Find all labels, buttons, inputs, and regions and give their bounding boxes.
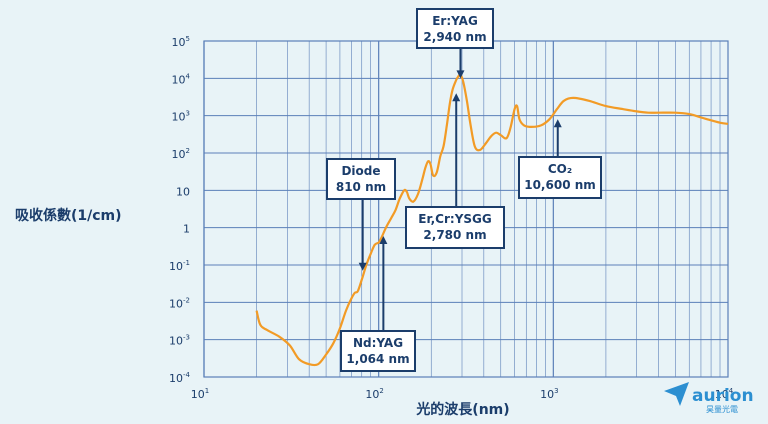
annotation-line2: 1,064 nm bbox=[346, 352, 409, 366]
chart-annotations: Er:YAG 2,940 nm Diode 810 nm Nd:YAG 1,064 nm E… bbox=[326, 8, 602, 372]
annotation-box: Diode 810 nm bbox=[326, 158, 396, 271]
y-tick-label: 10-3 bbox=[169, 334, 190, 348]
annotation-line1: Nd:YAG bbox=[353, 336, 403, 350]
x-tick-label: 103 bbox=[540, 387, 558, 401]
annotation-arrow-head bbox=[379, 235, 388, 244]
y-tick-label: 1 bbox=[183, 223, 190, 236]
annotation-rect bbox=[416, 8, 494, 49]
annotation-arrow-head bbox=[452, 93, 461, 102]
annotation-rect bbox=[518, 156, 602, 199]
annotation-line2: 2,780 nm bbox=[423, 228, 486, 242]
y-tick-label: 10 bbox=[176, 185, 190, 198]
logo-subtitle: 昊量光電 bbox=[706, 404, 738, 414]
annotation-arrow-head bbox=[553, 119, 562, 128]
annotation-line1: CO₂ bbox=[548, 162, 572, 176]
y-tick-label: 10-1 bbox=[169, 259, 190, 273]
annotation-rect bbox=[340, 330, 416, 372]
y-tick-label: 10-2 bbox=[169, 296, 190, 310]
annotation-box: Nd:YAG 1,064 nm bbox=[340, 235, 416, 372]
x-tick-label: 104 bbox=[715, 387, 734, 401]
annotation-arrow-head bbox=[456, 70, 465, 79]
annotation-line2: 2,940 nm bbox=[423, 30, 486, 44]
annotation-line2: 10,600 nm bbox=[524, 178, 596, 192]
y-tick-label: 102 bbox=[172, 147, 190, 161]
y-tick-label: 105 bbox=[172, 35, 190, 49]
annotation-box: Er,Cr:YSGG 2,780 nm bbox=[405, 93, 505, 249]
annotation-line1: Er,Cr:YSGG bbox=[418, 212, 491, 226]
annotation-box: CO₂ 10,600 nm bbox=[518, 119, 602, 199]
y-tick-label: 103 bbox=[172, 110, 190, 124]
absorption-curve bbox=[255, 73, 729, 367]
y-axis-label: 吸收係數(1/cm) bbox=[15, 207, 122, 224]
annotation-line1: Er:YAG bbox=[432, 14, 478, 28]
y-tick-label: 10-4 bbox=[169, 371, 191, 385]
x-tick-label: 101 bbox=[191, 387, 209, 401]
aurion-logo: aurion 昊量光電 bbox=[664, 382, 754, 414]
logo-arrow-icon bbox=[664, 382, 689, 406]
logo-text: aurion bbox=[692, 386, 754, 406]
annotation-line2: 810 nm bbox=[336, 180, 386, 194]
chart-tick-labels: 10-4 10-3 10-2 10-1 1 10 102 103 104 105 101 102 103… bbox=[169, 35, 734, 401]
annotation-box: Er:YAG 2,940 nm bbox=[416, 8, 494, 79]
annotation-rect bbox=[326, 158, 396, 200]
annotation-line1: Diode bbox=[341, 164, 380, 178]
annotation-arrow-head bbox=[358, 262, 367, 271]
x-axis-label: 光的波長(nm) bbox=[415, 401, 509, 418]
x-tick-label: 102 bbox=[365, 387, 383, 401]
y-tick-label: 104 bbox=[172, 72, 191, 86]
annotation-rect bbox=[405, 206, 505, 249]
